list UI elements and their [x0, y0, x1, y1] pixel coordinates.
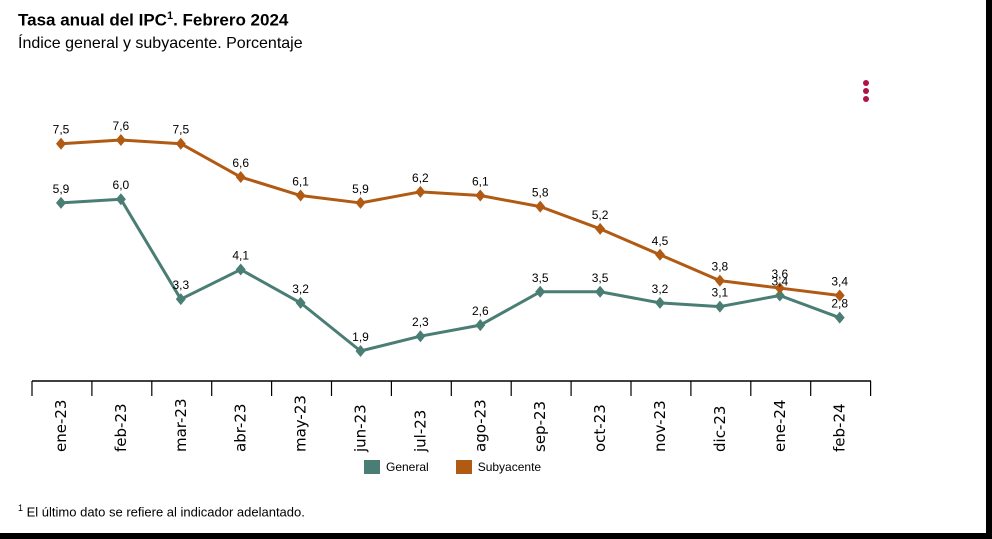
data-label: 4,1 [232, 249, 249, 263]
data-label: 3,2 [292, 282, 309, 296]
x-tick-label: dic-23 [711, 406, 729, 452]
x-tick-label: ene-24 [771, 400, 789, 452]
series-lines [56, 134, 845, 357]
data-label: 7,6 [113, 119, 130, 133]
data-label: 3,6 [771, 267, 788, 281]
series-line-subyacente [60, 138, 840, 297]
x-tick-label: sep-23 [531, 401, 549, 452]
data-point-marker[interactable] [56, 196, 66, 209]
data-labels: 5,9 6,0 3,3 4,1 3,2 1,9 2,3 2,6 3,5 3,5 3,2 3,1 3,4 2… [53, 119, 849, 344]
data-point-marker[interactable] [295, 296, 306, 309]
legend-swatch-subyacente [455, 460, 472, 474]
data-label: 3,1 [712, 286, 729, 300]
data-label: 2,8 [831, 297, 848, 311]
data-point-marker[interactable] [475, 189, 486, 202]
data-label: 3,4 [771, 274, 788, 288]
data-label: 5,9 [352, 182, 369, 196]
x-tick-label: feb-23 [112, 403, 130, 452]
data-label: 6,2 [412, 171, 429, 185]
data-point-marker[interactable] [475, 319, 486, 332]
data-point-marker[interactable] [175, 137, 186, 150]
data-label: 5,2 [592, 208, 609, 222]
data-point-marker[interactable] [355, 345, 366, 357]
data-point-marker[interactable] [415, 330, 426, 343]
data-label: 3,2 [652, 282, 669, 296]
data-label: 6,0 [113, 178, 130, 192]
legend-label-subyacente: Subyacente [477, 460, 542, 474]
data-point-marker[interactable] [595, 222, 606, 235]
data-label: 7,5 [53, 123, 70, 137]
x-tick-label: ene-23 [52, 400, 70, 452]
data-point-marker[interactable] [535, 285, 546, 298]
chart-title: Tasa anual del IPC1. Febrero 2024 [18, 10, 289, 30]
x-tick-label: may-23 [292, 395, 310, 452]
data-point-marker[interactable] [115, 193, 126, 206]
x-axis: ene-23 feb-23 mar-23 abr-23 may-23 jun-23 jul-… [31, 380, 872, 453]
data-point-marker[interactable] [834, 311, 845, 324]
data-point-marker[interactable] [295, 189, 306, 202]
data-label: 3,3 [172, 278, 189, 292]
data-label: 3,5 [532, 271, 549, 285]
x-tick-label: ago-23 [471, 399, 489, 452]
series-line-general [60, 197, 841, 353]
x-tick-label: mar-23 [172, 398, 190, 452]
legend-item-general[interactable]: General [364, 460, 429, 474]
data-point-marker[interactable] [714, 274, 725, 287]
data-label: 5,8 [532, 186, 549, 200]
x-tick-label: oct-23 [591, 404, 609, 452]
legend: General Subyacente [364, 460, 568, 474]
data-label: 7,5 [172, 123, 189, 137]
x-tick-label: jul-23 [411, 410, 429, 453]
data-label: 5,9 [53, 182, 70, 196]
data-point-marker[interactable] [175, 293, 186, 306]
data-point-marker[interactable] [235, 263, 246, 276]
data-point-marker[interactable] [56, 137, 66, 150]
data-point-marker[interactable] [235, 171, 246, 184]
data-label: 3,8 [712, 260, 729, 274]
legend-item-subyacente[interactable]: Subyacente [455, 460, 542, 474]
data-label: 6,1 [472, 175, 489, 189]
data-label: 6,1 [292, 175, 309, 189]
data-label: 1,9 [352, 330, 369, 344]
data-point-marker[interactable] [714, 300, 725, 313]
footnote: 1 El último dato se refiere al indicador… [18, 503, 305, 520]
data-point-marker[interactable] [415, 185, 426, 198]
data-point-marker[interactable] [355, 196, 366, 209]
data-label: 3,5 [592, 271, 609, 285]
data-label: 2,3 [412, 315, 429, 329]
data-point-marker[interactable] [774, 289, 785, 302]
data-label: 3,4 [831, 274, 848, 288]
data-point-marker[interactable] [595, 285, 606, 298]
x-tick-label: nov-23 [651, 400, 669, 452]
x-tick-label: jun-23 [352, 404, 370, 453]
data-point-marker[interactable] [774, 282, 785, 295]
x-tick-label: abr-23 [232, 404, 250, 452]
kebab-menu-icon[interactable] [861, 80, 871, 104]
chart-subtitle: Índice general y subyacente. Porcentaje [18, 35, 303, 52]
data-point-marker[interactable] [535, 200, 546, 213]
data-point-marker[interactable] [655, 248, 665, 261]
data-point-marker[interactable] [655, 296, 665, 309]
data-point-marker[interactable] [115, 134, 126, 146]
data-label: 4,5 [652, 234, 669, 248]
data-label: 6,6 [232, 156, 249, 170]
x-tick-label: feb-24 [831, 403, 849, 452]
data-point-marker[interactable] [834, 289, 845, 302]
legend-swatch-general [364, 460, 380, 474]
data-label: 2,6 [472, 304, 489, 318]
legend-label-general: General [386, 460, 429, 474]
